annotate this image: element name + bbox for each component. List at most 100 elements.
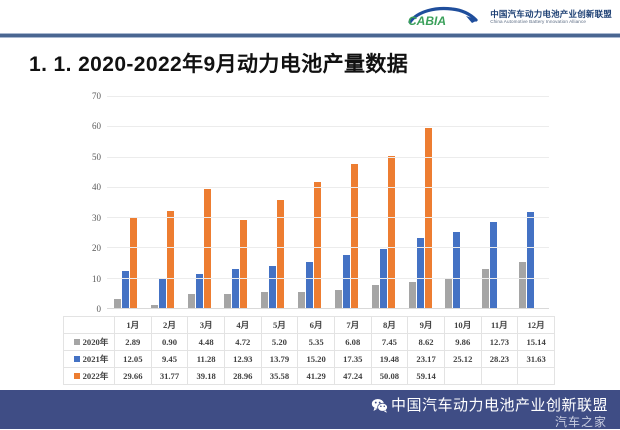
bar-2020年-1月 bbox=[113, 299, 121, 308]
legend-label: 2020年 bbox=[82, 337, 109, 348]
table-cell: 7.45 bbox=[370, 333, 409, 351]
gridline bbox=[107, 247, 549, 249]
table-cell: 31.77 bbox=[150, 367, 189, 385]
footer-brand: 中国汽车动力电池产业创新联盟 bbox=[371, 394, 608, 415]
bar-2020年-6月 bbox=[298, 291, 306, 308]
table-col-header: 8月 bbox=[370, 316, 409, 334]
table-cell bbox=[517, 367, 555, 385]
gridline bbox=[107, 96, 549, 97]
bar-group bbox=[181, 96, 218, 308]
bar-group bbox=[217, 96, 254, 308]
table-cell: 11.28 bbox=[187, 350, 225, 368]
legend-item-2020年: 2020年 bbox=[63, 333, 115, 351]
gridline bbox=[107, 277, 549, 279]
bar-2021年-9月 bbox=[416, 237, 424, 308]
bar-2021年-6月 bbox=[306, 261, 314, 308]
table-col-header: 3月 bbox=[187, 316, 225, 334]
table-cell: 8.62 bbox=[407, 333, 445, 351]
y-axis-tick-label: 30 bbox=[92, 212, 101, 223]
legend-item-2021年: 2021年 bbox=[63, 350, 115, 368]
table-cell: 0.90 bbox=[150, 333, 189, 351]
svg-text:CABIA: CABIA bbox=[408, 14, 446, 28]
bar-2021年-4月 bbox=[232, 268, 240, 308]
bar-group bbox=[365, 96, 402, 308]
table-col-header: 11月 bbox=[480, 316, 519, 334]
table-row: 2021年 12.05 9.45 11.28 12.93 13.79 15.20 17.35 1… bbox=[63, 350, 555, 368]
bar-group bbox=[328, 96, 365, 308]
legend-swatch-icon bbox=[73, 356, 80, 363]
bar-groups bbox=[107, 96, 549, 308]
plot-area bbox=[107, 96, 549, 309]
bar-2021年-1月 bbox=[121, 271, 129, 308]
bar-2022年-7月 bbox=[350, 164, 358, 308]
bar-2021年-12月 bbox=[527, 211, 535, 308]
bar-2020年-3月 bbox=[187, 294, 195, 308]
table-cell: 23.17 bbox=[407, 350, 445, 368]
brand-logo: CABIA 中国汽车动力电池产业创新联盟 China Automotive Ba… bbox=[404, 4, 612, 30]
watermark: 汽车之家 bbox=[554, 415, 607, 429]
bar-group bbox=[254, 96, 291, 308]
table-body: 2020年 2.89 0.90 4.48 4.72 5.20 5.35 6.08 7.45 8.6… bbox=[63, 333, 555, 385]
table-cell: 5.35 bbox=[297, 333, 335, 351]
table-cell bbox=[480, 367, 519, 385]
table-cell: 6.08 bbox=[333, 333, 372, 351]
y-axis-tick-label: 60 bbox=[92, 121, 101, 132]
table-cell: 9.45 bbox=[150, 350, 189, 368]
y-axis-tick-label: 50 bbox=[92, 151, 101, 162]
table-col-header: 5月 bbox=[260, 316, 299, 334]
table-row: 2022年 29.66 31.77 39.18 28.96 35.58 41.29 47.24… bbox=[63, 367, 555, 385]
bar-2022年-2月 bbox=[166, 211, 174, 308]
footer-brand-text: 中国汽车动力电池产业创新联盟 bbox=[390, 397, 608, 414]
bar-2020年-9月 bbox=[408, 281, 416, 308]
table-cell: 13.79 bbox=[260, 350, 299, 368]
gridline bbox=[107, 156, 549, 158]
brand-name-cn: 中国汽车动力电池产业创新联盟 bbox=[490, 8, 612, 19]
table-cell: 12.93 bbox=[223, 350, 262, 368]
bar-2020年-12月 bbox=[519, 261, 527, 308]
table-col-header: 9月 bbox=[407, 316, 445, 334]
wechat-icon bbox=[371, 398, 388, 413]
bar-group bbox=[291, 96, 328, 308]
y-axis: 0 10 20 30 40 50 60 70 bbox=[63, 91, 105, 314]
bar-2020年-11月 bbox=[482, 269, 490, 308]
bar-2022年-6月 bbox=[314, 182, 322, 308]
gridline bbox=[107, 217, 549, 219]
bar-2021年-10月 bbox=[453, 231, 461, 308]
bar-2020年-2月 bbox=[150, 305, 158, 308]
table-cell: 15.20 bbox=[297, 350, 335, 368]
table-cell: 15.14 bbox=[517, 333, 555, 351]
table-cell: 12.05 bbox=[114, 350, 152, 368]
table-cell: 4.48 bbox=[187, 333, 225, 351]
table-col-header: 4月 bbox=[223, 316, 262, 334]
table-col-header: 7月 bbox=[333, 316, 372, 334]
legend-swatch-icon bbox=[73, 373, 80, 380]
y-axis-tick-label: 20 bbox=[92, 243, 101, 254]
footer-bar: 中国汽车动力电池产业创新联盟 汽车之家 bbox=[0, 390, 620, 429]
bar-group bbox=[107, 96, 144, 308]
bar-2020年-5月 bbox=[261, 292, 269, 308]
bar-2021年-3月 bbox=[195, 273, 203, 308]
gridline bbox=[107, 126, 549, 128]
cabia-car-logo-icon: CABIA bbox=[404, 5, 484, 29]
page-title: 1. 1. 2020-2022年9月动力电池产量数据 bbox=[29, 53, 409, 76]
table-cell: 29.66 bbox=[114, 367, 152, 385]
bar-group bbox=[402, 96, 439, 308]
table-col-header: 6月 bbox=[297, 316, 335, 334]
brand-name-en: China Automotive Battery Innovation Alli… bbox=[490, 18, 587, 24]
table-head: 1月 2月 3月 4月 5月 6月 7月 8月 9月 10月 11月 12月 bbox=[63, 316, 555, 334]
y-axis-tick-label: 0 bbox=[96, 304, 102, 314]
bar-2021年-7月 bbox=[342, 255, 350, 308]
table-cell: 28.23 bbox=[480, 350, 519, 368]
bar-2022年-8月 bbox=[387, 155, 395, 308]
table-cell: 50.08 bbox=[370, 367, 409, 385]
table-corner-cell bbox=[63, 316, 115, 334]
bar-2020年-8月 bbox=[371, 285, 379, 308]
table-cell: 31.63 bbox=[517, 350, 555, 368]
table-cell bbox=[443, 367, 482, 385]
table-cell: 25.12 bbox=[443, 350, 482, 368]
legend-label: 2021年 bbox=[82, 354, 109, 365]
bar-chart: 0 10 20 30 40 50 60 70 bbox=[63, 91, 555, 328]
table-cell: 41.29 bbox=[297, 367, 335, 385]
y-axis-tick-label: 40 bbox=[92, 182, 101, 193]
table-cell: 59.14 bbox=[407, 367, 445, 385]
